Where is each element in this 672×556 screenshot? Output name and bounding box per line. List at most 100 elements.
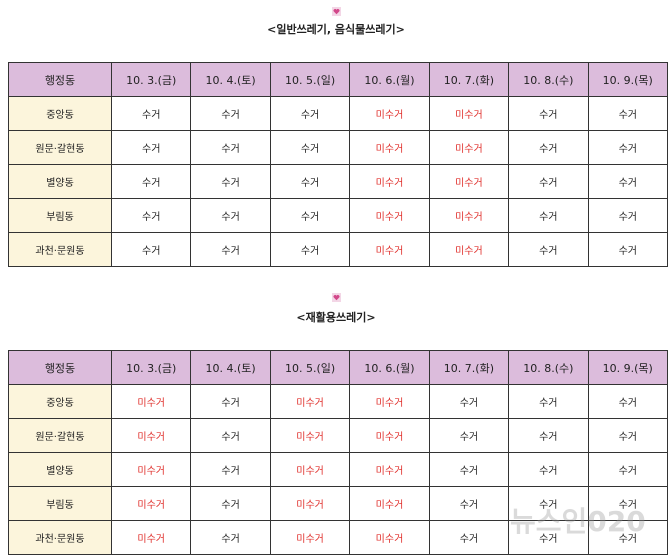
row-label: 별양동	[8, 452, 112, 487]
cell: 수거	[508, 520, 589, 555]
table-row: 원문·갈현동 수거 수거 수거 미수거 미수거 수거 수거	[8, 130, 669, 165]
cell: 10. 5.(일)	[269, 350, 351, 385]
cell: 수거	[508, 384, 589, 419]
cell: 미수거	[110, 452, 192, 487]
row-label: 원문·갈현동	[8, 130, 112, 165]
cell: 수거	[110, 198, 192, 233]
cell: 10. 7.(화)	[428, 62, 510, 97]
cell: 수거	[190, 130, 271, 165]
cell: 미수거	[269, 418, 351, 453]
cell: 수거	[508, 486, 589, 521]
cell: 미수거	[110, 486, 192, 521]
cell: 수거	[110, 164, 192, 199]
cell: 10. 3.(금)	[110, 350, 192, 385]
cell: 10. 6.(월)	[349, 350, 430, 385]
cell: 미수거	[269, 452, 351, 487]
cell: 수거	[190, 520, 271, 555]
cell: 미수거	[110, 418, 192, 453]
cell: 수거	[190, 452, 271, 487]
cell: 수거	[508, 232, 589, 267]
cell: 10. 8.(수)	[508, 350, 589, 385]
cell: 수거	[587, 96, 669, 131]
cell: 수거	[190, 198, 271, 233]
cell: 수거	[508, 130, 589, 165]
row-label: 행정동	[8, 350, 112, 385]
row-label: 부림동	[8, 486, 112, 521]
cell: 미수거	[428, 164, 510, 199]
schedule-table: 행정동 10. 3.(금) 10. 4.(토) 10. 5.(일) 10. 6.(월) 1…	[8, 350, 669, 555]
table-row: 중앙동 미수거 수거 미수거 미수거 수거 수거 수거	[8, 384, 669, 419]
heart-icon	[332, 293, 341, 302]
cell: 미수거	[269, 486, 351, 521]
cell: 수거	[587, 232, 669, 267]
cell: 미수거	[269, 520, 351, 555]
cell: 10. 9.(목)	[587, 62, 669, 97]
cell: 수거	[587, 520, 669, 555]
cell: 미수거	[428, 130, 510, 165]
cell: 수거	[190, 96, 271, 131]
cell: 미수거	[349, 96, 430, 131]
cell: 미수거	[349, 232, 430, 267]
cell: 수거	[508, 198, 589, 233]
cell: 수거	[428, 384, 510, 419]
cell: 수거	[508, 164, 589, 199]
table-title: <재활용쓰레기>	[296, 311, 376, 324]
table-row: 부림동 수거 수거 수거 미수거 미수거 수거 수거	[8, 198, 669, 233]
cell: 수거	[110, 96, 192, 131]
cell: 수거	[190, 232, 271, 267]
cell: 10. 5.(일)	[269, 62, 351, 97]
row-label: 부림동	[8, 198, 112, 233]
header-row: 행정동 10. 3.(금) 10. 4.(토) 10. 5.(일) 10. 6.(월) 1…	[8, 350, 669, 385]
cell: 수거	[190, 418, 271, 453]
cell: 수거	[190, 164, 271, 199]
row-label: 별양동	[8, 164, 112, 199]
cell: 수거	[428, 486, 510, 521]
header-row: 행정동 10. 3.(금) 10. 4.(토) 10. 5.(일) 10. 6.(월) 1…	[8, 62, 669, 97]
cell: 10. 6.(월)	[349, 62, 430, 97]
schedule-table: 행정동 10. 3.(금) 10. 4.(토) 10. 5.(일) 10. 6.(월) 1…	[8, 62, 669, 267]
row-label: 과천·문원동	[8, 520, 112, 555]
cell: 미수거	[428, 198, 510, 233]
row-label: 행정동	[8, 62, 112, 97]
cell: 미수거	[110, 520, 192, 555]
table-row: 중앙동 수거 수거 수거 미수거 미수거 수거 수거	[8, 96, 669, 131]
cell: 수거	[428, 418, 510, 453]
cell: 미수거	[349, 452, 430, 487]
cell: 수거	[508, 418, 589, 453]
table-row: 별양동 수거 수거 수거 미수거 미수거 수거 수거	[8, 164, 669, 199]
cell: 수거	[428, 520, 510, 555]
cell: 수거	[428, 452, 510, 487]
cell: 수거	[269, 232, 351, 267]
cell: 수거	[269, 130, 351, 165]
cell: 미수거	[349, 486, 430, 521]
watermark: 뉴스인020	[510, 505, 646, 538]
cell: 수거	[110, 232, 192, 267]
table-row: 과천·문원동 미수거 수거 미수거 미수거 수거 수거 수거	[8, 520, 669, 555]
cell: 10. 9.(목)	[587, 350, 669, 385]
cell: 10. 4.(토)	[190, 62, 271, 97]
cell: 10. 3.(금)	[110, 62, 192, 97]
cell: 수거	[190, 486, 271, 521]
cell: 미수거	[428, 96, 510, 131]
cell: 수거	[587, 384, 669, 419]
cell: 수거	[587, 198, 669, 233]
cell: 미수거	[349, 418, 430, 453]
cell: 수거	[587, 418, 669, 453]
cell: 수거	[269, 198, 351, 233]
heart-icon	[332, 7, 341, 16]
table-row: 원문·갈현동 미수거 수거 미수거 미수거 수거 수거 수거	[8, 418, 669, 453]
cell: 수거	[587, 130, 669, 165]
cell: 10. 4.(토)	[190, 350, 271, 385]
cell: 미수거	[349, 384, 430, 419]
cell: 수거	[190, 384, 271, 419]
cell: 수거	[269, 164, 351, 199]
cell: 수거	[508, 452, 589, 487]
cell: 10. 7.(화)	[428, 350, 510, 385]
table-title: <일반쓰레기, 음식물쓰레기>	[267, 23, 405, 36]
cell: 미수거	[428, 232, 510, 267]
cell: 미수거	[269, 384, 351, 419]
cell: 미수거	[349, 520, 430, 555]
cell: 수거	[587, 164, 669, 199]
cell: 10. 8.(수)	[508, 62, 589, 97]
